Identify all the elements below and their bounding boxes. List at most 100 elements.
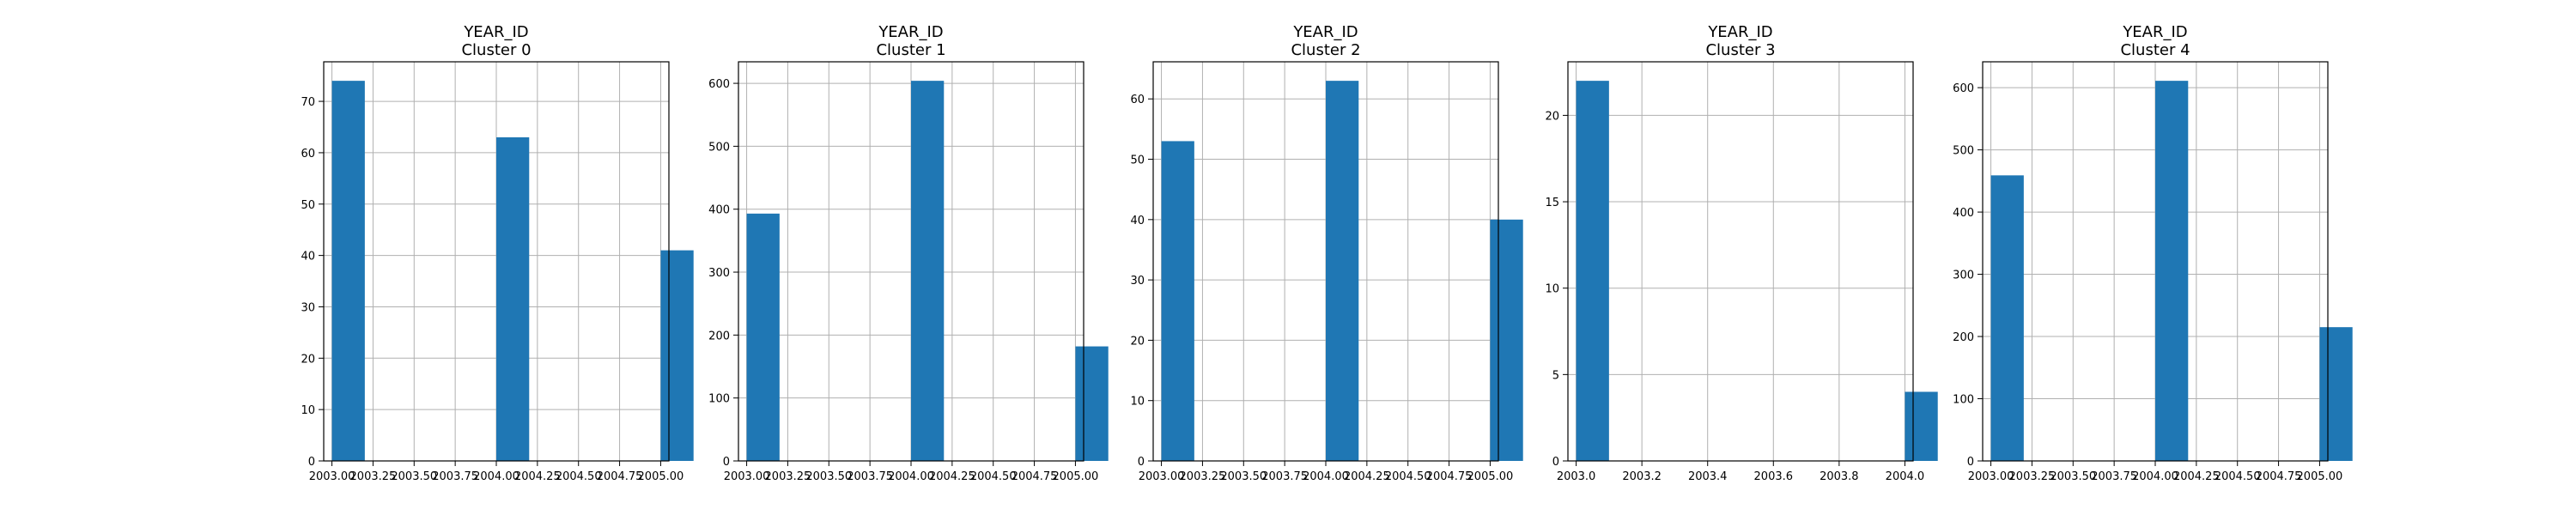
x-tick-label: 2005.00 — [1053, 470, 1099, 483]
x-tick-label: 2003.25 — [765, 470, 811, 483]
chart-title: YEAR_ID — [463, 23, 528, 41]
chart-subtitle: Cluster 4 — [2120, 41, 2190, 59]
y-tick-label: 200 — [1953, 331, 1974, 344]
x-tick-label: 2003.25 — [2009, 470, 2056, 483]
bar — [1576, 81, 1609, 462]
y-tick-label: 0 — [1138, 456, 1145, 469]
bar — [1905, 391, 1938, 461]
x-tick-label: 2003.75 — [2091, 470, 2137, 483]
bar — [911, 81, 945, 462]
x-tick-label: 2004.75 — [1426, 470, 1473, 483]
x-tick-label: 2004.75 — [1012, 470, 1058, 483]
y-tick-label: 0 — [308, 456, 315, 469]
chart-subtitle: Cluster 0 — [461, 41, 531, 59]
bar — [2155, 81, 2189, 462]
bar — [1490, 219, 1523, 461]
x-tick-label: 2004.00 — [888, 470, 934, 483]
y-tick-label: 500 — [1953, 145, 1974, 158]
x-tick-label: 2003.00 — [1968, 470, 2014, 483]
x-tick-label: 2003.50 — [805, 470, 852, 483]
x-tick-label: 2003.25 — [1180, 470, 1226, 483]
x-tick-label: 2004.50 — [970, 470, 1017, 483]
x-tick-label: 2004.00 — [1303, 470, 1349, 483]
y-tick-label: 60 — [301, 148, 315, 161]
y-tick-label: 15 — [1545, 197, 1559, 209]
y-tick-label: 10 — [1545, 283, 1559, 296]
x-tick-label: 2004.0 — [1886, 470, 1925, 483]
y-tick-label: 40 — [1130, 215, 1145, 227]
y-tick-label: 100 — [708, 393, 730, 406]
y-tick-label: 30 — [301, 301, 315, 314]
x-tick-label: 2003.75 — [432, 470, 478, 483]
bar — [1326, 81, 1359, 462]
y-tick-label: 70 — [301, 96, 315, 109]
x-tick-label: 2004.50 — [556, 470, 602, 483]
y-tick-label: 0 — [1552, 456, 1559, 469]
x-tick-label: 2004.25 — [2173, 470, 2220, 483]
y-tick-label: 10 — [1130, 396, 1145, 409]
x-tick-label: 2003.50 — [2050, 470, 2096, 483]
chart-subtitle: Cluster 3 — [1705, 41, 1775, 59]
chart-subtitle: Cluster 1 — [876, 41, 945, 59]
bar — [2319, 327, 2353, 461]
y-tick-label: 400 — [708, 204, 730, 217]
x-tick-label: 2003.6 — [1754, 470, 1794, 483]
x-tick-label: 2003.2 — [1622, 470, 1662, 483]
chart-title: YEAR_ID — [878, 23, 943, 41]
x-tick-label: 2004.00 — [2132, 470, 2178, 483]
x-tick-label: 2005.00 — [1467, 470, 1514, 483]
y-tick-label: 500 — [708, 141, 730, 154]
y-tick-label: 5 — [1552, 369, 1559, 382]
bar — [1161, 141, 1194, 462]
y-tick-label: 50 — [301, 199, 315, 212]
chart-subtitle: Cluster 2 — [1291, 41, 1360, 59]
bar — [1075, 346, 1109, 461]
y-tick-label: 30 — [1130, 275, 1145, 288]
y-tick-label: 300 — [708, 267, 730, 280]
y-tick-label: 60 — [1130, 94, 1145, 106]
x-tick-label: 2003.75 — [847, 470, 893, 483]
x-tick-label: 2004.50 — [2215, 470, 2261, 483]
bar — [331, 81, 365, 462]
y-tick-label: 0 — [1967, 456, 1974, 469]
y-tick-label: 200 — [708, 330, 730, 342]
y-tick-label: 10 — [301, 404, 315, 417]
x-tick-label: 2003.8 — [1820, 470, 1859, 483]
x-tick-label: 2003.00 — [309, 470, 355, 483]
x-tick-label: 2003.0 — [1557, 470, 1596, 483]
bar — [496, 136, 530, 462]
y-tick-label: 20 — [1545, 110, 1559, 123]
x-tick-label: 2004.50 — [1385, 470, 1431, 483]
y-tick-label: 20 — [1130, 335, 1145, 348]
chart-title: YEAR_ID — [1707, 23, 1772, 41]
x-tick-label: 2003.25 — [350, 470, 397, 483]
y-tick-label: 400 — [1953, 207, 1974, 220]
y-tick-label: 0 — [723, 456, 730, 469]
y-tick-label: 50 — [1130, 154, 1145, 167]
y-tick-label: 600 — [708, 78, 730, 91]
y-tick-label: 300 — [1953, 270, 1974, 282]
bar — [746, 213, 780, 461]
x-tick-label: 2004.25 — [514, 470, 561, 483]
x-tick-label: 2005.00 — [2297, 470, 2343, 483]
chart-title: YEAR_ID — [1292, 23, 1358, 41]
y-tick-label: 20 — [301, 353, 315, 366]
y-tick-label: 100 — [1953, 394, 1974, 407]
bar — [660, 250, 694, 461]
bar — [1990, 175, 2024, 461]
x-tick-label: 2004.25 — [929, 470, 975, 483]
x-tick-label: 2004.75 — [2256, 470, 2302, 483]
y-tick-label: 40 — [301, 251, 315, 264]
x-tick-label: 2004.25 — [1344, 470, 1390, 483]
x-tick-label: 2005.00 — [638, 470, 684, 483]
x-tick-label: 2003.00 — [724, 470, 770, 483]
x-tick-label: 2004.75 — [597, 470, 643, 483]
plot-frame — [1567, 61, 1914, 462]
